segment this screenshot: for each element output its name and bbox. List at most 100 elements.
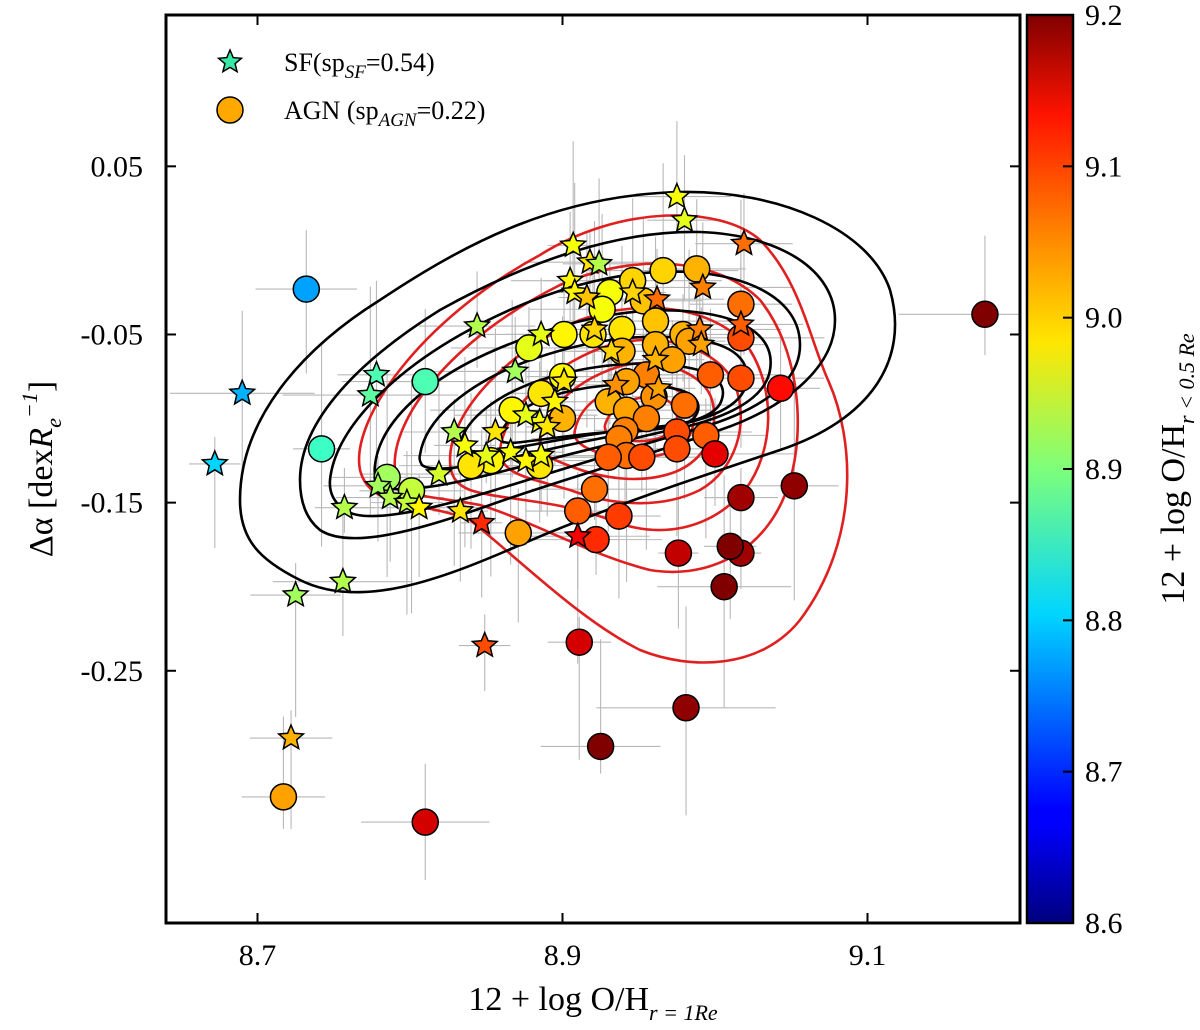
agn-point: [565, 628, 594, 656]
sf-point: [558, 230, 588, 258]
sf-contour-7: [498, 383, 700, 445]
sf-point: [362, 359, 391, 387]
agn-contour-4: [498, 338, 743, 505]
sf-point: [375, 482, 405, 510]
agn-point: [564, 497, 592, 525]
agn-point: [586, 732, 615, 761]
colorbar-tick-label: 8.9: [1085, 453, 1123, 486]
agn-point: [670, 391, 699, 419]
density-contours: [238, 190, 897, 664]
sf-point: [584, 248, 614, 276]
sf-point: [549, 366, 579, 394]
sf-contour-5: [418, 335, 749, 470]
agn-point: [649, 256, 677, 285]
agn-point: [716, 532, 744, 561]
sf-point: [580, 314, 609, 342]
sf-point: [481, 417, 510, 445]
y-tick-label: -0.05: [81, 318, 144, 351]
sf-point: [356, 380, 385, 408]
legend-label-agn: AGN (spAGN=0.22): [284, 96, 485, 131]
agn-point: [672, 694, 700, 722]
agn-point: [582, 525, 610, 554]
agn-point: [727, 483, 755, 512]
sf-point: [462, 311, 492, 339]
agn-point: [971, 300, 999, 329]
legend-marker-sf: [216, 48, 244, 74]
agn-point: [766, 374, 795, 403]
y-tick-label: 0.05: [91, 150, 144, 183]
agn-point: [594, 443, 622, 471]
sf-contour-3: [328, 270, 802, 518]
sf-point: [228, 378, 257, 406]
colorbar-tick-label: 9.2: [1085, 0, 1123, 32]
colorbar-ticks: 8.6 8.7 8.8 8.9 9.0 9.1 9.2: [1063, 0, 1123, 940]
agn-contour-outer: [357, 214, 849, 664]
x-tick-label: 8.9: [544, 939, 582, 972]
colorbar-tick-label: 9.1: [1085, 150, 1123, 183]
sf-point: [662, 181, 692, 209]
agn-point: [307, 435, 336, 463]
x-axis-label: 12 + log O/Hr = 1Re: [468, 981, 718, 1025]
agn-point: [580, 475, 609, 503]
sf-point: [330, 492, 359, 520]
y-axis-label: Δα [dexRe−1]: [17, 381, 66, 557]
sf-point: [618, 277, 647, 305]
y-tick-label: -0.15: [81, 487, 144, 520]
agn-point: [682, 255, 711, 283]
agn-point: [664, 539, 693, 567]
agn-point: [411, 367, 439, 396]
agn-point: [632, 404, 661, 433]
legend-label-sf: SF(spSF=0.54): [284, 48, 435, 83]
agn-point: [269, 783, 298, 811]
agn-point: [411, 808, 439, 836]
agn-point: [710, 572, 738, 601]
agn-point: [292, 275, 321, 303]
agn-point: [628, 443, 656, 471]
sf-point: [540, 386, 570, 414]
agn-point: [641, 307, 670, 335]
sf-point: [446, 496, 475, 524]
plot-frame: [164, 13, 1022, 925]
colorbar-tick-label: 8.7: [1085, 756, 1123, 789]
sf-point: [729, 228, 759, 256]
sf-point: [688, 272, 718, 300]
colorbar-label: 12 + log O/Hr < 0.5 Re: [1155, 333, 1199, 605]
sf-point: [281, 580, 310, 608]
legend-marker-agn: [216, 96, 244, 124]
sf-point: [641, 344, 670, 372]
sf-point: [276, 723, 306, 751]
sf-contour-2: [298, 230, 837, 540]
sf-point: [526, 440, 556, 468]
x-tick-label: 9.1: [849, 939, 887, 972]
agn-point: [701, 440, 729, 468]
agn-point: [696, 361, 725, 389]
sf-point: [601, 369, 631, 397]
sf-point: [526, 319, 556, 347]
sf-point: [563, 521, 592, 549]
agn-point: [663, 435, 691, 463]
sf-point: [450, 430, 480, 458]
sf-point: [200, 449, 230, 477]
sf-point: [363, 470, 393, 498]
error-bars: [169, 121, 1020, 880]
sf-point: [440, 417, 469, 445]
agn-point: [588, 295, 616, 324]
agn-point: [727, 364, 755, 392]
colorbar-tick-label: 9.0: [1085, 302, 1123, 335]
sf-point: [726, 309, 756, 337]
sf-point: [572, 282, 602, 310]
sf-point: [687, 329, 716, 357]
sf-point: [467, 507, 496, 535]
sf-point: [511, 400, 541, 428]
legend: SF(spSF=0.54) AGN (spAGN=0.22): [216, 48, 485, 131]
data-points: [200, 181, 999, 836]
sf-contour-outer: [238, 190, 897, 594]
agn-point: [780, 472, 809, 500]
sf-point: [501, 356, 530, 384]
y-axis: 0.05 -0.05 -0.15 -0.25: [81, 150, 1020, 688]
sf-point: [328, 566, 358, 594]
agn-point: [550, 320, 578, 349]
x-axis: 8.7 8.9 9.1: [239, 15, 887, 972]
sf-point: [424, 459, 454, 487]
